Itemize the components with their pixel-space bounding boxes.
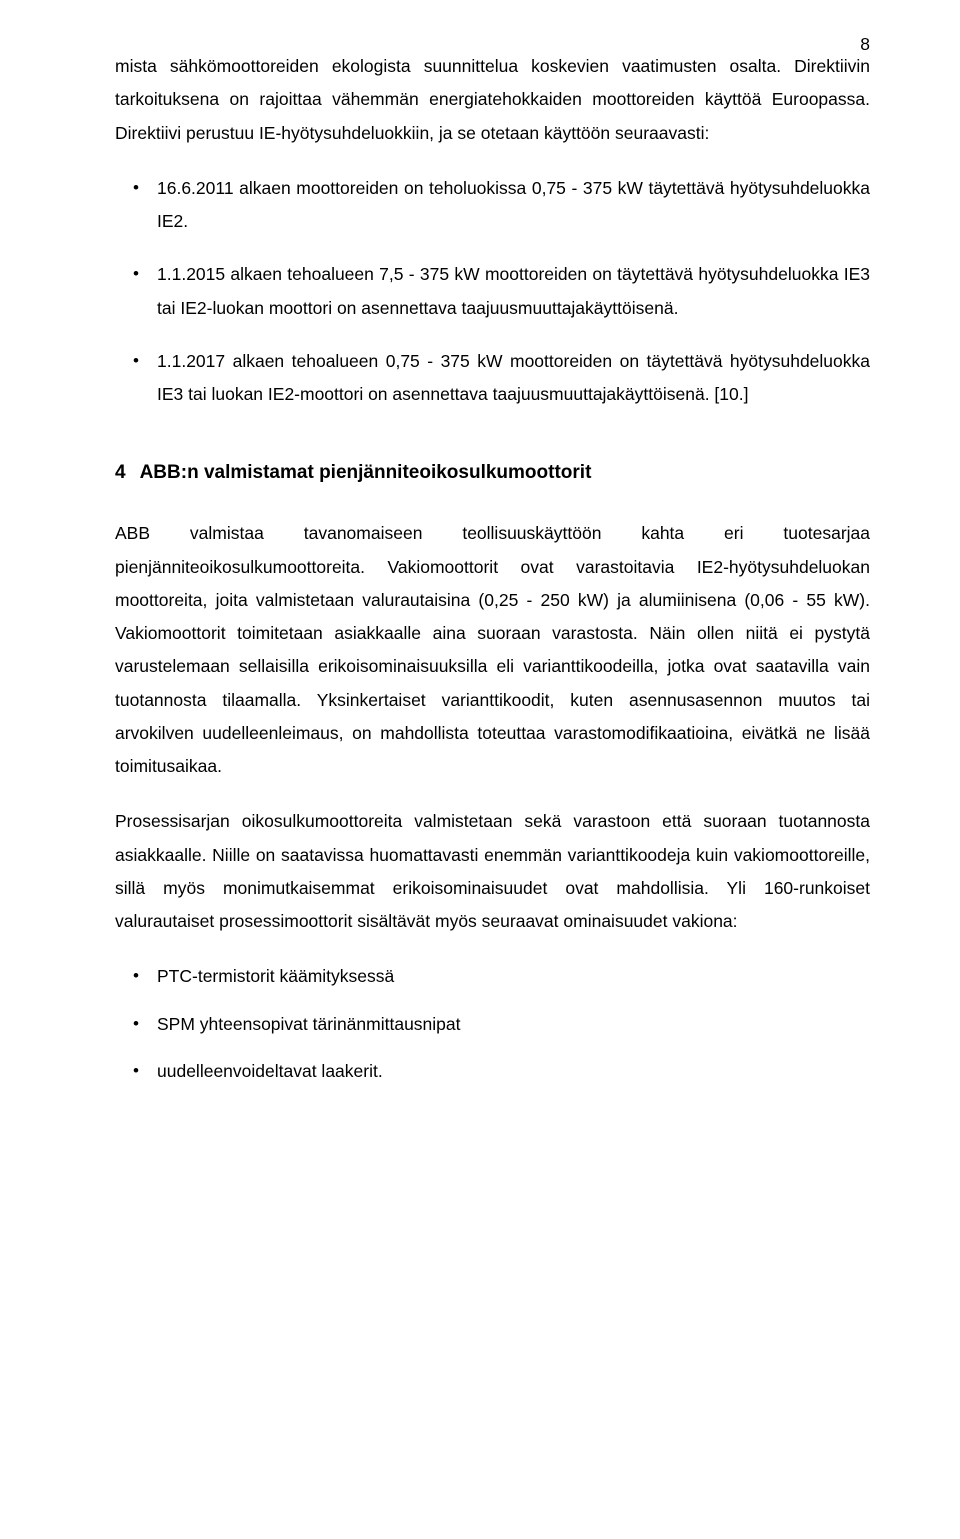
list-item: 1.1.2015 alkaen tehoalueen 7,5 - 375 kW … [115,258,870,325]
list-item: PTC-termistorit käämityksessä [115,960,870,993]
section-number: 4 [115,455,126,491]
intro-paragraph: mista sähkömoottoreiden ekologista suunn… [115,50,870,150]
page-number: 8 [860,28,870,61]
list-item: 1.1.2017 alkaen tehoalueen 0,75 - 375 kW… [115,345,870,412]
list-item: uudelleenvoideltavat laakerit. [115,1055,870,1088]
directive-list: 16.6.2011 alkaen moottoreiden on teholuo… [115,172,870,412]
body-paragraph: Prosessisarjan oikosulkumoottoreita valm… [115,805,870,938]
list-item: 16.6.2011 alkaen moottoreiden on teholuo… [115,172,870,239]
feature-list: PTC-termistorit käämityksessä SPM yhteen… [115,960,870,1088]
body-paragraph: ABB valmistaa tavanomaiseen teollisuuskä… [115,517,870,783]
section-title: ABB:n valmistamat pienjänniteoikosulkumo… [140,462,592,483]
list-item: SPM yhteensopivat tärinänmittausnipat [115,1008,870,1041]
document-page: 8 mista sähkömoottoreiden ekologista suu… [0,0,960,1539]
section-heading: 4 ABB:n valmistamat pienjänniteoikosulkum… [115,455,870,491]
